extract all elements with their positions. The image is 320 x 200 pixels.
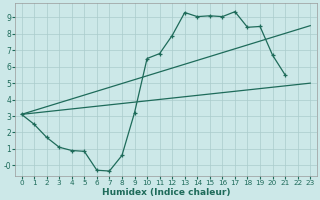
X-axis label: Humidex (Indice chaleur): Humidex (Indice chaleur) [102, 188, 230, 197]
